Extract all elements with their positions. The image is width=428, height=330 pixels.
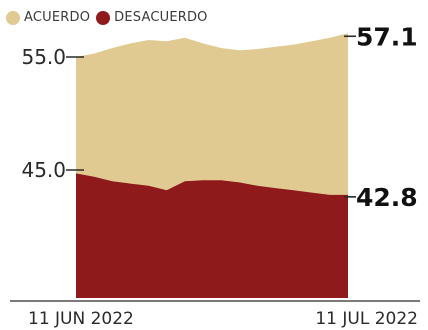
y-tick-label-45: 45.0 <box>21 158 66 182</box>
area-desacuerdo[interactable] <box>76 173 348 298</box>
x-tick-label-end: 11 JUL 2022 <box>315 309 418 329</box>
end-label-acuerdo: 57.1 <box>356 22 418 51</box>
legend-item-acuerdo[interactable]: ACUERDO <box>6 10 90 25</box>
end-label-desacuerdo: 42.8 <box>356 183 418 212</box>
legend-label-acuerdo: ACUERDO <box>24 10 91 25</box>
legend-swatch-acuerdo <box>6 10 20 25</box>
legend: ACUERDO DESACUERDO <box>6 10 214 25</box>
legend-swatch-desacuerdo <box>96 10 111 25</box>
y-tick-label-55: 55.0 <box>21 45 66 69</box>
legend-label-desacuerdo: DESACUERDO <box>114 10 208 25</box>
legend-item-desacuerdo[interactable]: DESACUERDO <box>96 10 207 25</box>
x-tick-label-start: 11 JUN 2022 <box>28 309 134 329</box>
